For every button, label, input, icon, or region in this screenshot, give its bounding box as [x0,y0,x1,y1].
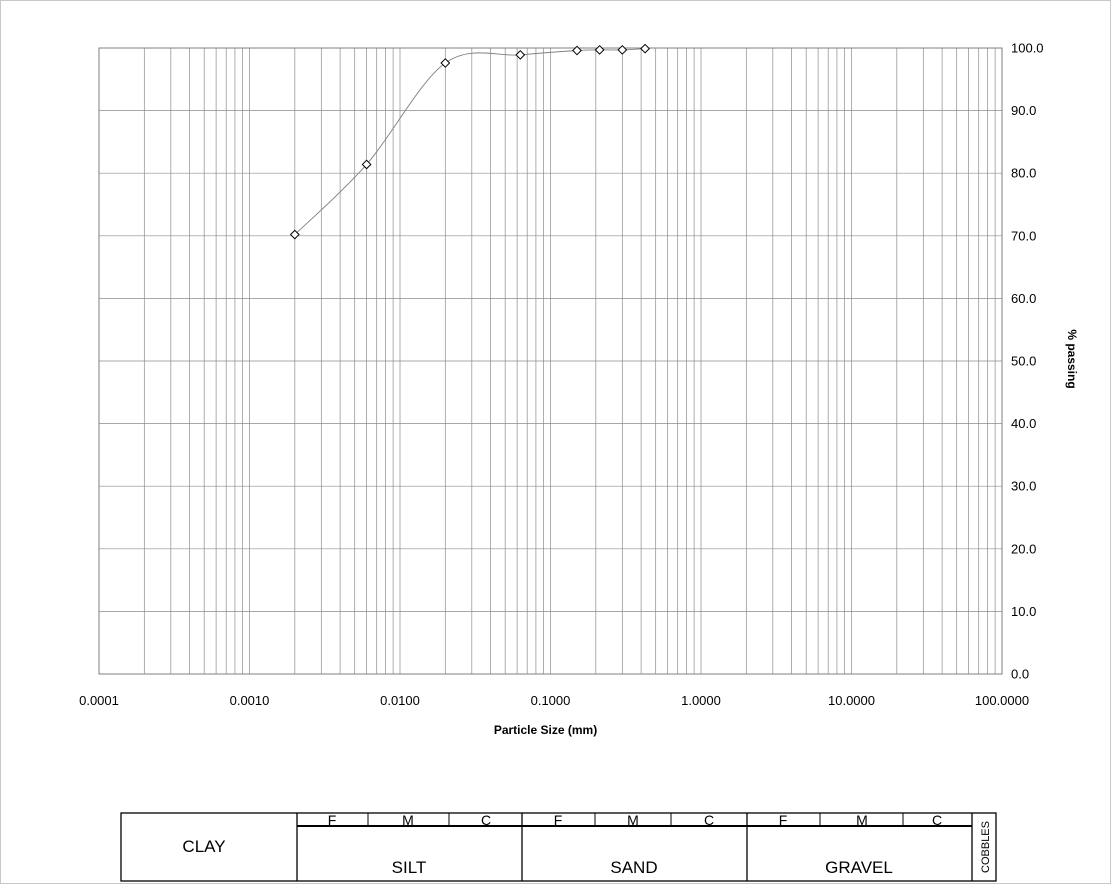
plot-area [98,47,1003,675]
y-axis-label: % passing [1065,329,1079,388]
y-tick-label: 70.0 [1011,228,1036,243]
y-tick-label: 30.0 [1011,479,1036,494]
silt-fine-label: F [328,812,337,828]
y-tick-label: 50.0 [1011,354,1036,369]
x-axis-label: Particle Size (mm) [494,723,597,737]
clay-label: CLAY [182,837,225,856]
gravel-fine-label: F [779,812,788,828]
data-point-marker [617,44,628,55]
y-tick-label: 60.0 [1011,291,1036,306]
x-tick-label: 0.0001 [79,693,119,708]
classification-labels: CLAY SILT SAND GRAVEL COBBLES F M C F M … [182,812,992,877]
sand-label: SAND [610,858,657,877]
x-tick-label: 0.0100 [380,693,420,708]
classification-table-border [120,812,997,882]
series-curve [294,48,646,235]
data-point-marker [515,49,526,60]
y-tick-label: 0.0 [1011,667,1029,682]
sand-medium-label: M [627,812,639,828]
y-tick-label: 90.0 [1011,103,1036,118]
silt-label: SILT [392,858,427,877]
silt-coarse-label: C [481,812,491,828]
x-tick-label: 100.0000 [975,693,1029,708]
x-tick-label: 0.1000 [531,693,571,708]
data-point-marker [289,229,300,240]
gravel-medium-label: M [856,812,868,828]
x-tick-label: 0.0010 [230,693,270,708]
data-points [289,43,650,240]
x-tick-label: 10.0000 [828,693,875,708]
data-point-marker [640,43,650,54]
data-point-marker [440,58,451,68]
x-axis-tick-labels: 0.0001 0.0010 0.0100 0.1000 1.0000 10.0000 100… [79,693,1029,708]
data-point-marker [361,159,372,170]
y-tick-label: 40.0 [1011,416,1036,431]
y-axis-tick-labels: 0.0 10.0 20.0 30.0 40.0 50.0 60.0 70.0 80.0 90.0 1… [1011,41,1044,682]
y-tick-label: 100.0 [1011,41,1044,56]
soil-classification-table [120,812,997,882]
x-tick-label: 1.0000 [681,693,721,708]
grid-lines [99,48,1002,674]
gravel-coarse-label: C [932,812,942,828]
data-point-marker [594,44,605,55]
silt-medium-label: M [402,812,414,828]
sand-coarse-label: C [704,812,714,828]
y-tick-label: 80.0 [1011,166,1036,181]
sand-fine-label: F [554,812,563,828]
y-tick-label: 10.0 [1011,604,1036,619]
cobbles-label: COBBLES [980,821,992,873]
data-point-marker [572,45,582,56]
gravel-label: GRAVEL [825,858,893,877]
y-tick-label: 20.0 [1011,541,1036,556]
